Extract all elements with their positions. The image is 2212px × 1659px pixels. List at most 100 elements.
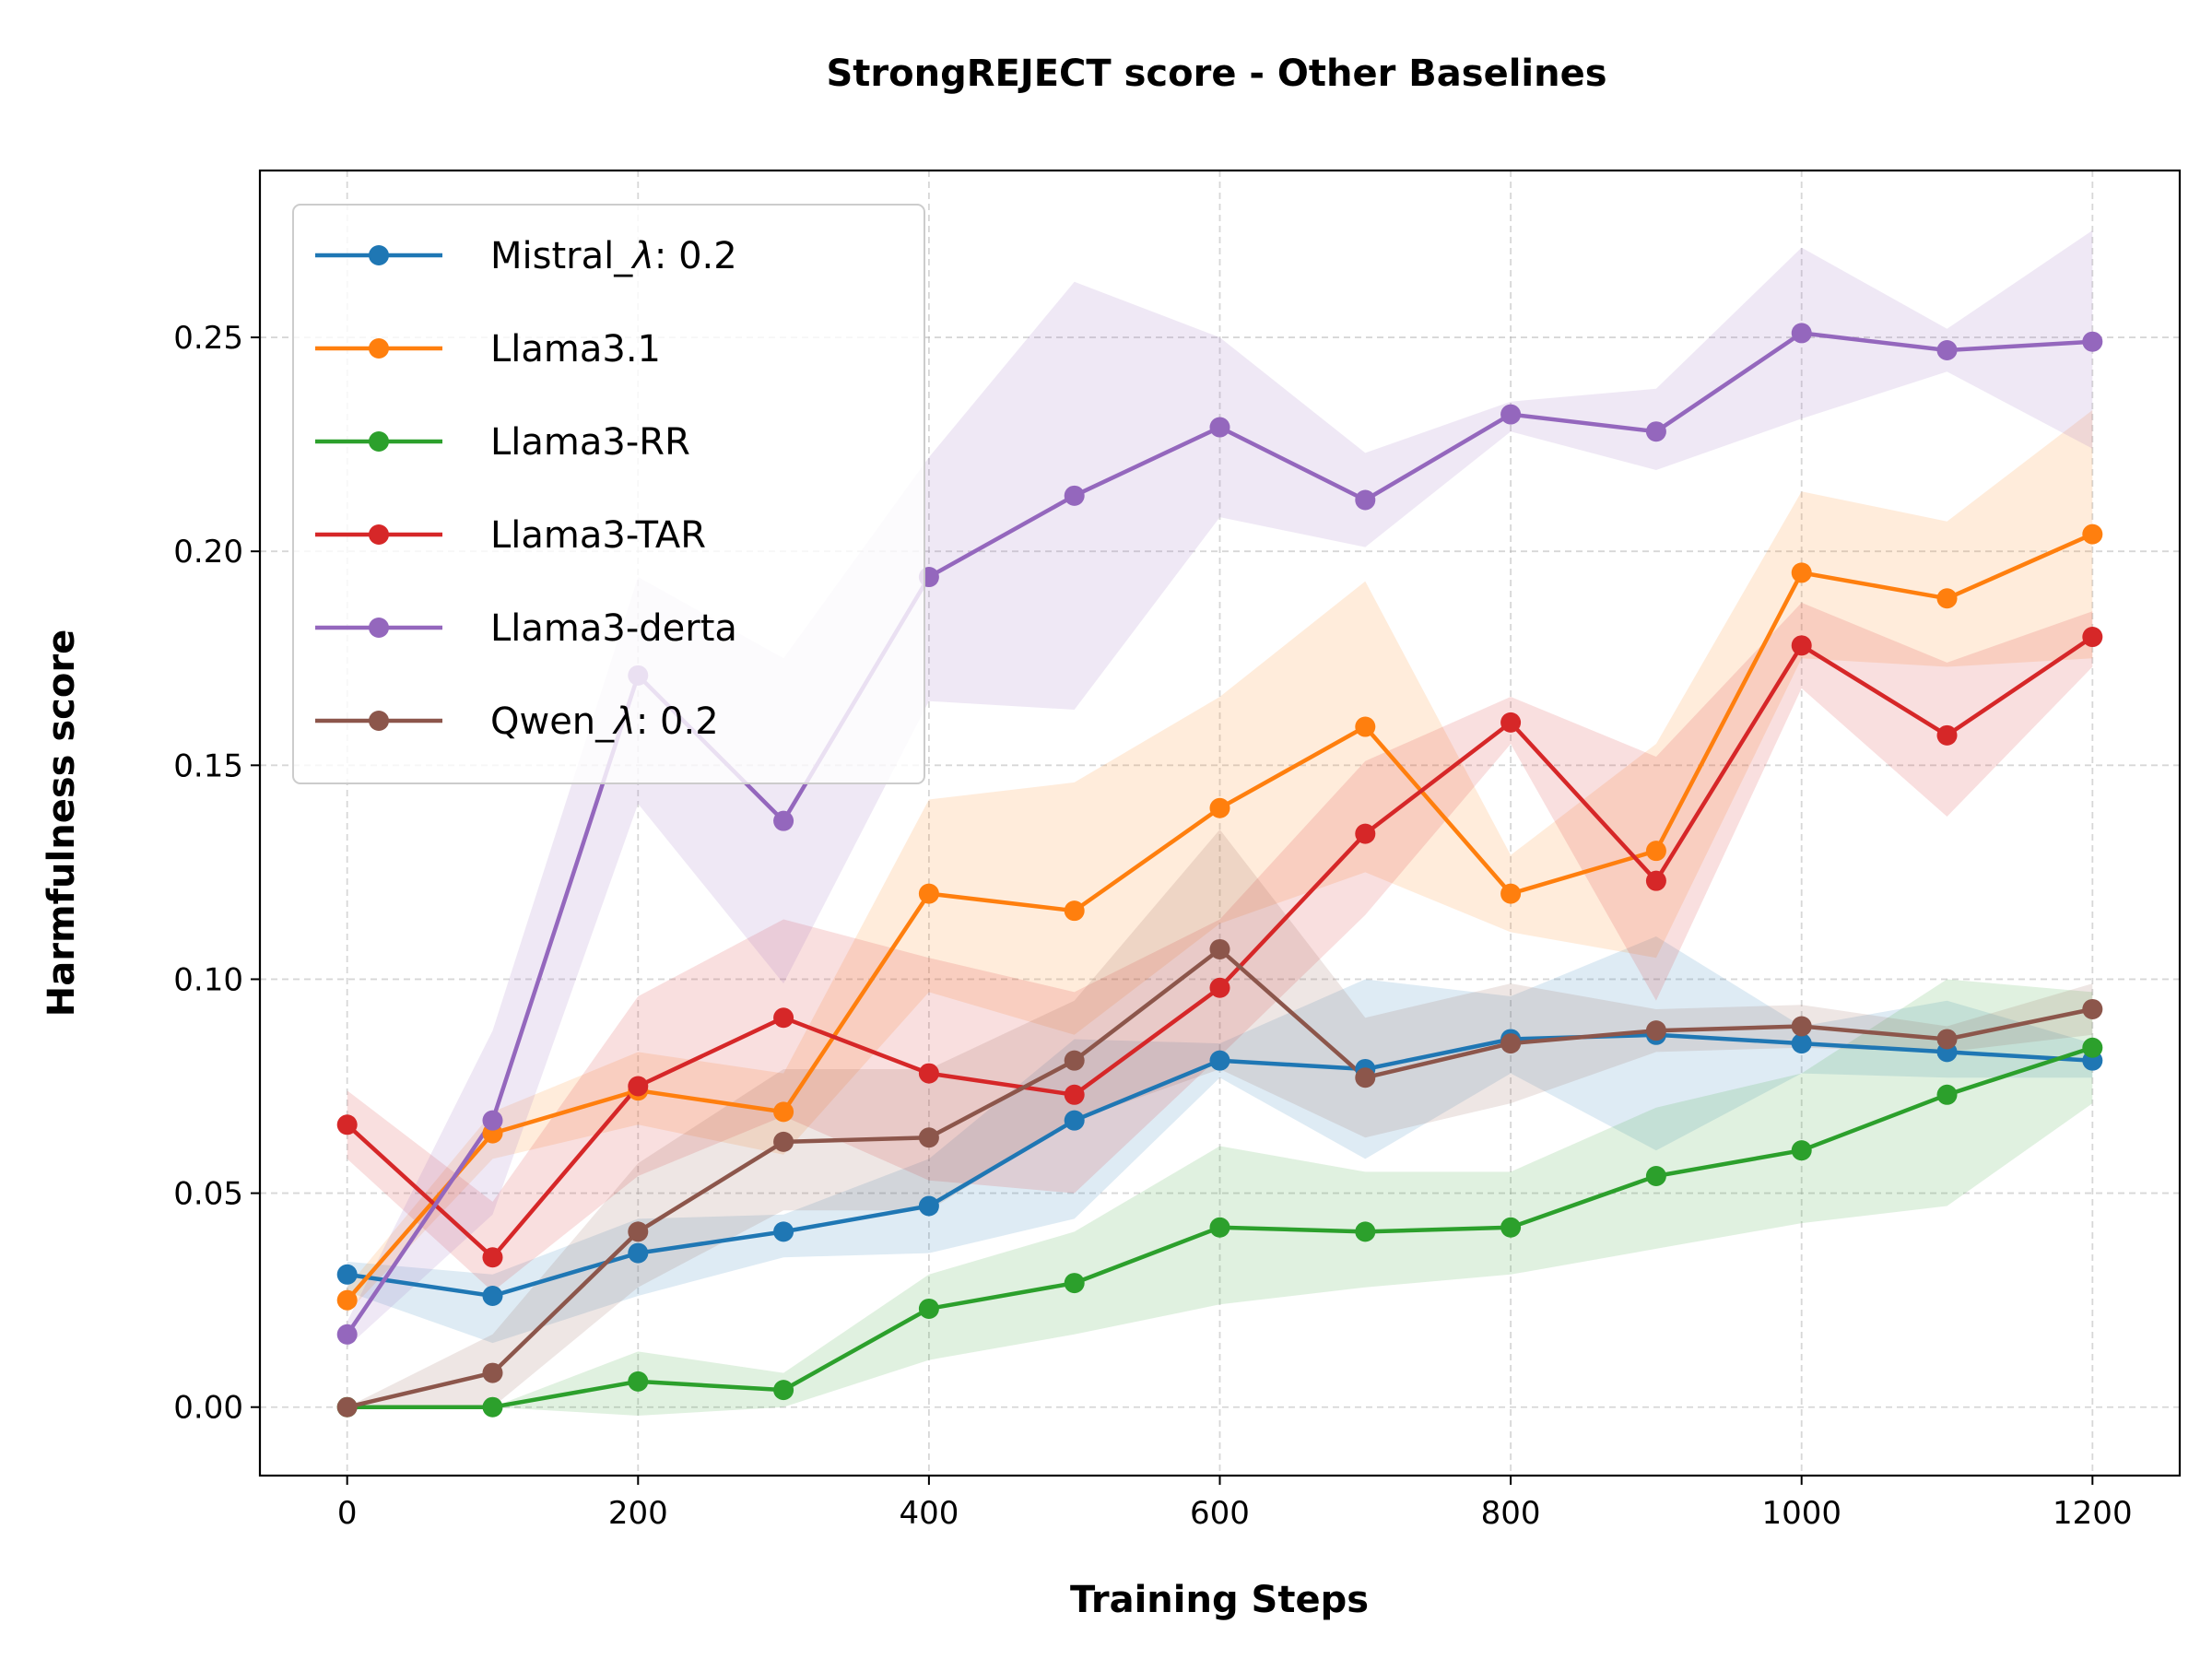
llama3-derta-point <box>1500 404 1522 425</box>
y-tick-label: 0.05 <box>173 1176 243 1213</box>
llama3-derta-point <box>1355 489 1376 511</box>
llama3-derta-point <box>1791 323 1812 344</box>
qwen-0-2-point <box>628 1221 649 1242</box>
qwen-0-2-point <box>1645 1020 1666 1041</box>
qwen-0-2-point <box>1936 1029 1958 1050</box>
llama3-1-legend-marker <box>369 338 389 359</box>
llama3-1-legend-label: Llama3.1 <box>490 328 661 371</box>
mistral-0-2-point <box>336 1264 358 1285</box>
y-tick-label: 0.20 <box>173 534 243 571</box>
llama3-tar-point <box>1791 635 1812 656</box>
qwen-0-2-point <box>773 1131 794 1152</box>
y-tick-label: 0.10 <box>173 961 243 998</box>
llama3-1-point <box>1500 883 1522 904</box>
llama3-rr-point <box>1355 1221 1376 1242</box>
llama3-1-band <box>347 410 2093 1313</box>
llama3-rr-legend-label: Llama3-RR <box>490 421 690 464</box>
llama3-rr-band <box>347 979 2093 1416</box>
mistral-0-2-point <box>918 1195 939 1217</box>
llama3-rr-point <box>1936 1084 1958 1105</box>
llama3-1-point <box>918 883 939 904</box>
llama3-rr-point <box>773 1380 794 1401</box>
llama3-rr-legend-marker <box>369 431 389 452</box>
llama3-tar-point <box>1936 724 1958 746</box>
legend-box <box>292 204 925 784</box>
llama3-tar-point <box>773 1007 794 1029</box>
llama3-tar-point <box>336 1114 358 1135</box>
x-tick-label: 200 <box>608 1495 668 1532</box>
y-tick-label: 0.25 <box>173 320 243 357</box>
x-axis: 0 200 400 600 800 1000 1200 <box>337 1476 2133 1532</box>
llama3-derta-point <box>2082 331 2103 352</box>
llama3-derta-point <box>336 1324 358 1345</box>
llama3-1-point <box>336 1289 358 1311</box>
llama3-1-point <box>1645 841 1666 862</box>
llama3-derta-band <box>347 230 2093 1347</box>
llama3-rr-point <box>918 1298 939 1319</box>
qwen-0-2-legend-marker <box>369 711 389 731</box>
llama3-1-point <box>2082 524 2103 545</box>
x-tick-label: 1200 <box>2053 1495 2133 1532</box>
mistral-0-2-point <box>773 1221 794 1242</box>
mistral-0-2-legend-label: Mistral_λ: 0.2 <box>490 235 737 277</box>
llama3-1-point <box>1064 900 1085 922</box>
qwen-0-2-point <box>1500 1033 1522 1054</box>
llama3-derta-point <box>1064 485 1085 506</box>
x-tick-label: 400 <box>899 1495 959 1532</box>
llama3-tar-point <box>1209 977 1230 998</box>
llama3-derta-legend-marker <box>369 618 389 638</box>
llama3-rr-point <box>1064 1273 1085 1294</box>
qwen-0-2-point <box>1791 1016 1812 1037</box>
llama3-tar-legend-marker <box>369 524 389 545</box>
llama3-1-point <box>1791 562 1812 583</box>
llama3-1-point <box>773 1101 794 1123</box>
llama3-tar-legend-label: Llama3-TAR <box>490 514 706 557</box>
x-axis-label: Training Steps <box>1070 1579 1369 1621</box>
llama3-rr-point <box>1791 1140 1812 1161</box>
llama3-rr-point <box>1645 1166 1666 1187</box>
qwen-0-2-point <box>1355 1067 1376 1088</box>
qwen-0-2-point <box>1209 938 1230 959</box>
llama3-rr-point <box>1209 1217 1230 1238</box>
llama3-1-point <box>1209 797 1230 818</box>
series-markers <box>336 323 2103 1418</box>
qwen-0-2-point <box>482 1362 503 1383</box>
llama3-rr-point <box>2082 1037 2103 1058</box>
llama3-tar-point <box>1645 870 1666 891</box>
llama3-tar-point <box>1064 1084 1085 1105</box>
llama3-rr-point <box>482 1396 503 1418</box>
llama3-derta-point <box>1209 417 1230 438</box>
llama3-derta-legend-label: Llama3-derta <box>490 607 737 650</box>
mistral-0-2-legend-marker <box>369 245 389 265</box>
qwen-0-2-point <box>336 1396 358 1418</box>
qwen-0-2-point <box>918 1127 939 1148</box>
llama3-derta-point <box>773 810 794 831</box>
mistral-0-2-point <box>482 1286 503 1307</box>
llama3-tar-point <box>2082 627 2103 648</box>
llama3-1-point <box>1936 588 1958 609</box>
llama3-derta-point <box>1936 339 1958 360</box>
llama3-tar-point <box>1500 712 1522 733</box>
legend: Mistral_λ: 0.2 Llama3.1 Llama3-RR Llama3-TA… <box>292 204 925 784</box>
x-tick-label: 800 <box>1481 1495 1541 1532</box>
llama3-derta-point <box>1645 421 1666 442</box>
y-axis: 0.00 0.05 0.10 0.15 0.20 0.25 <box>173 320 260 1427</box>
llama3-tar-point <box>1355 823 1376 844</box>
y-axis-label: Harmfulness score <box>41 629 83 1017</box>
x-tick-label: 1000 <box>1761 1495 1841 1532</box>
qwen-0-2-point <box>1064 1050 1085 1071</box>
llama3-1-point <box>1355 716 1376 737</box>
mistral-0-2-point <box>1064 1110 1085 1131</box>
llama3-tar-point <box>628 1076 649 1097</box>
qwen-0-2-point <box>2082 998 2103 1019</box>
llama3-rr-point <box>628 1371 649 1392</box>
y-tick-label: 0.00 <box>173 1390 243 1427</box>
chart-title: StrongREJECT score - Other Baselines <box>826 53 1606 95</box>
llama3-tar-point <box>918 1063 939 1084</box>
x-tick-label: 600 <box>1190 1495 1250 1532</box>
llama3-derta-point <box>482 1110 503 1131</box>
x-tick-label: 0 <box>337 1495 358 1532</box>
mistral-0-2-point <box>1209 1050 1230 1071</box>
mistral-0-2-point <box>1791 1033 1812 1054</box>
